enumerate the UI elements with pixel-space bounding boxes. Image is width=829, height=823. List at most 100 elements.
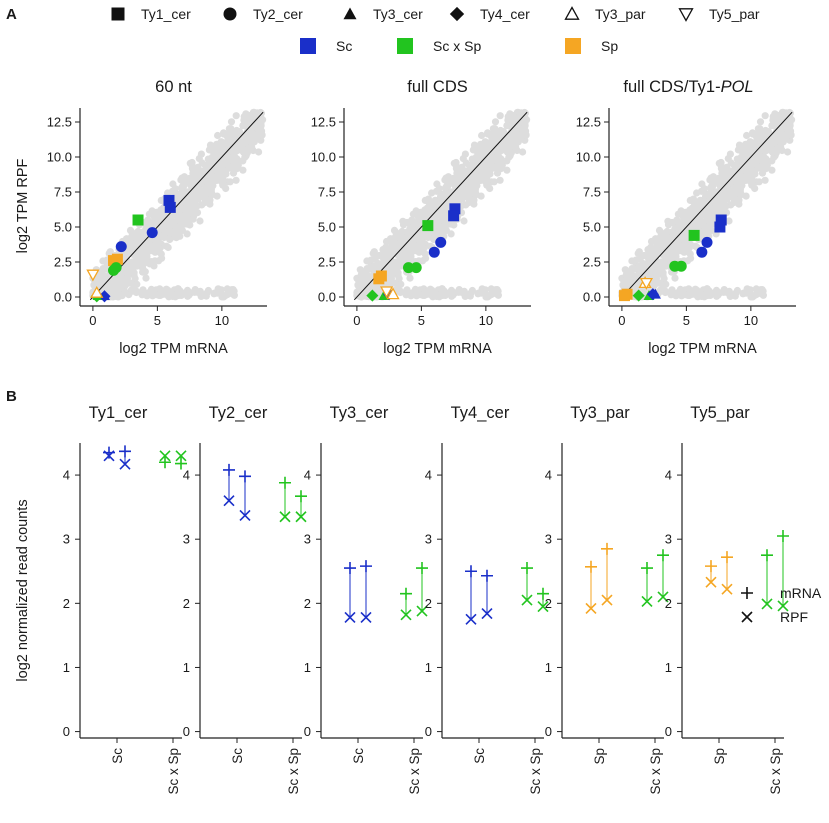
background-gene-point <box>223 285 231 293</box>
x-tick-label: Sc <box>110 748 125 764</box>
scatter-panel-a3: 0.0 2.5 5.0 7.5 10.0 12.5 0 5 10 full CDS/Ty1-POL… <box>576 78 796 357</box>
x-tick-label: Sc x Sp <box>648 748 663 795</box>
background-gene-point <box>654 249 662 257</box>
background-gene-point <box>748 172 756 180</box>
background-gene-point <box>233 155 241 163</box>
background-gene-point <box>760 131 768 139</box>
background-gene-point <box>447 230 455 238</box>
background-gene-point <box>684 257 692 265</box>
background-gene-point <box>739 289 747 297</box>
rpf-mark <box>537 600 549 613</box>
mrna-mark <box>777 529 789 542</box>
x-tick-label: Sc <box>351 748 366 764</box>
data-point-ty1-cer <box>422 220 434 232</box>
background-gene-point <box>689 211 698 219</box>
panel-title-italic: POL <box>721 78 754 96</box>
y-tick-label: 2.5 <box>318 255 336 270</box>
panel-label-a: A <box>6 6 17 23</box>
y-tick-label: 12.5 <box>576 115 601 130</box>
scatter-panels: 0.0 2.5 5.0 7.5 10.0 12.5 0 5 10 60 nt log2 TPM mR… <box>15 78 796 357</box>
background-gene-point <box>388 279 396 287</box>
background-gene-point <box>149 292 157 300</box>
y-tick-label: 2 <box>63 596 70 611</box>
background-gene-point <box>419 257 427 265</box>
background-gene-point <box>205 177 213 185</box>
background-gene-point <box>662 280 670 288</box>
background-gene-point <box>752 291 760 299</box>
scatter-panel-a1: 0.0 2.5 5.0 7.5 10.0 12.5 0 5 10 60 nt log2 TPM mR… <box>15 78 267 357</box>
data-point-ty1-cer <box>714 221 726 233</box>
background-gene-point <box>768 157 776 165</box>
x-tick-label: Sc x Sp <box>528 748 543 795</box>
background-gene-point <box>653 279 661 287</box>
background-gene-point <box>106 248 114 256</box>
background-gene-point <box>205 146 213 154</box>
background-gene-point <box>522 131 530 139</box>
rpf-mark <box>601 594 613 606</box>
background-gene-point <box>430 203 438 212</box>
background-gene-point <box>686 250 694 258</box>
background-gene-point <box>496 176 504 184</box>
background-gene-point <box>664 251 672 260</box>
rpf-mark <box>400 609 412 621</box>
background-gene-point <box>101 264 110 273</box>
background-gene-point <box>171 221 179 230</box>
background-gene-point <box>130 269 138 277</box>
x-axis-label: log2 TPM mRNA <box>648 341 757 357</box>
background-gene-point <box>121 288 129 296</box>
mrna-mark <box>400 587 412 600</box>
background-gene-point <box>713 188 722 196</box>
mrna-mark <box>239 470 251 483</box>
data-point-ty1-cer <box>373 273 385 285</box>
rpf-mark <box>741 611 753 623</box>
background-gene-point <box>469 146 477 154</box>
background-gene-point <box>206 196 214 204</box>
background-gene-point <box>779 116 787 124</box>
background-gene-point <box>725 217 733 225</box>
background-gene-point <box>144 216 152 224</box>
legend-marker-label: Ty3_par <box>595 6 646 22</box>
background-gene-point <box>470 196 478 204</box>
background-gene-point <box>239 157 247 165</box>
background-gene-point <box>519 148 527 156</box>
y-tick-label: 1 <box>183 660 190 675</box>
background-gene-point <box>696 198 704 206</box>
background-gene-point <box>398 227 406 236</box>
background-gene-point <box>410 221 418 230</box>
background-gene-point <box>709 176 718 184</box>
y-tick-label: 0 <box>665 724 672 739</box>
background-gene-point <box>656 239 665 247</box>
background-gene-point <box>678 242 687 250</box>
dumbbell-panel-ty3-par: Ty3_par 0 1 2 3 4 Sp Sc x Sp <box>545 404 669 795</box>
data-point-ty1-cer <box>132 214 144 226</box>
legend-marker-label: Ty2_cer <box>253 6 303 22</box>
data-point-ty1-cer <box>111 253 123 265</box>
background-gene-point <box>645 258 653 266</box>
background-gene-point <box>219 172 227 180</box>
background-gene-point <box>458 163 466 171</box>
data-point-ty1-cer <box>448 210 460 222</box>
dumbbell-panel-ty1-cer: Ty1_cer 0 1 2 3 4 Sc Sc x Sp <box>63 404 187 795</box>
background-gene-point <box>630 264 639 273</box>
background-gene-point <box>468 286 476 295</box>
y-tick-label: 2 <box>183 596 190 611</box>
background-gene-point <box>99 257 107 265</box>
y-tick-label: 0.0 <box>54 290 72 305</box>
y-tick-label: 12.5 <box>47 115 72 130</box>
x-tick-label: Sp <box>592 748 607 765</box>
background-gene-point <box>700 221 708 230</box>
background-gene-point <box>713 202 721 210</box>
background-gene-point <box>635 248 643 256</box>
background-gene-point <box>157 250 165 258</box>
y-tick-label: 5.0 <box>54 220 72 235</box>
background-gene-point <box>223 291 231 299</box>
background-gene-point <box>394 269 402 277</box>
background-gene-point <box>734 177 742 185</box>
background-gene-point <box>709 214 718 222</box>
background-gene-point <box>157 196 165 204</box>
background-gene-point <box>391 233 399 241</box>
background-gene-point <box>421 196 429 204</box>
dumbbell-panel-ty3-cer: Ty3_cer 0 1 2 3 4 Sc Sc x Sp <box>304 404 428 795</box>
background-gene-point <box>416 223 424 231</box>
background-gene-point <box>709 181 717 189</box>
